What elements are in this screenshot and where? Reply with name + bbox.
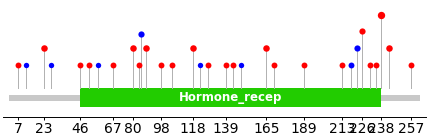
Point — [86, 64, 92, 67]
Point — [205, 64, 212, 67]
Point — [197, 64, 204, 67]
Point — [301, 64, 307, 67]
Point — [366, 64, 373, 67]
Point — [189, 47, 196, 49]
Point — [359, 30, 366, 32]
Point — [48, 64, 55, 67]
Point — [142, 47, 149, 49]
Point — [109, 64, 116, 67]
Point — [230, 64, 237, 67]
Bar — [80, 88, 381, 107]
Point — [138, 33, 144, 35]
Point — [169, 64, 176, 67]
Point — [263, 47, 270, 49]
Point — [338, 64, 345, 67]
Point — [76, 64, 83, 67]
Point — [238, 64, 245, 67]
Point — [40, 47, 47, 49]
Point — [129, 47, 136, 49]
Text: Hormone_recep: Hormone_recep — [178, 91, 282, 104]
Point — [271, 64, 278, 67]
Point — [222, 64, 229, 67]
Bar — [9, 95, 420, 101]
Point — [23, 64, 30, 67]
Point — [95, 64, 102, 67]
Point — [373, 64, 380, 67]
Point — [158, 64, 165, 67]
Point — [385, 47, 392, 49]
Point — [378, 14, 384, 16]
Point — [407, 64, 414, 67]
Point — [354, 47, 361, 49]
Point — [348, 64, 355, 67]
Point — [136, 64, 143, 67]
Point — [15, 64, 22, 67]
